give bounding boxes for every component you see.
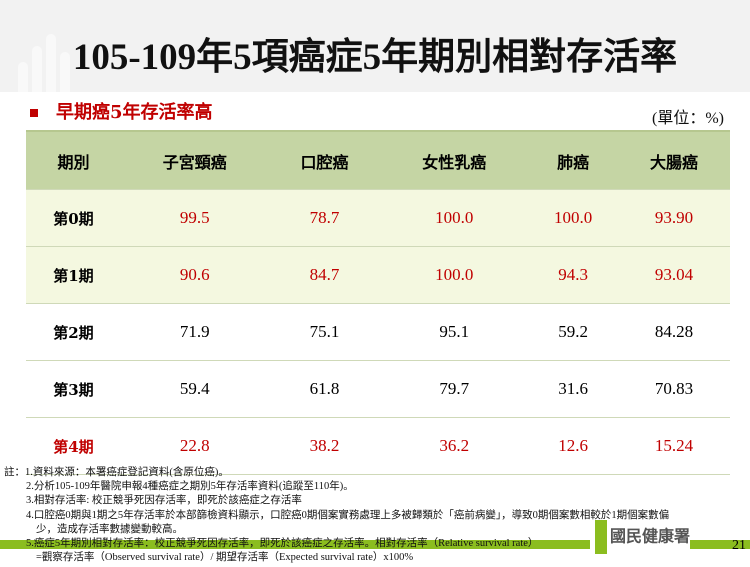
footnote: 3.相對存活率: 校正競爭死因存活率，即死於該癌症之存活率 — [26, 495, 302, 507]
stage-label: 第2期 — [26, 303, 121, 361]
hpa-logo: 國民健康署 — [595, 520, 690, 554]
stage-label: 第4期 — [26, 417, 121, 475]
table-cell: 61.8 — [268, 360, 381, 418]
table-row: 第4期 22.8 38.2 36.2 12.6 15.24 — [26, 417, 730, 475]
table-row: 第0期 99.5 78.7 100.0 100.0 93.90 — [26, 189, 730, 247]
page-title: 105-109年5項癌症5年期別相對存活率 — [72, 37, 678, 78]
footnote: 2.分析105-109年醫院申報4種癌症之期別5年存活率資料(追蹤至110年)。 — [26, 481, 354, 493]
footnotes: 註：1.資料來源：本署癌症登記資料(含原位癌)。 2.分析105-109年醫院申報… — [4, 466, 669, 565]
table-header-row: 期別 子宮頸癌 口腔癌 女性乳癌 肺癌 大腸癌 — [26, 130, 730, 190]
table-cell: 78.7 — [268, 189, 381, 247]
column-header: 大腸癌 — [618, 130, 730, 190]
subtitle: 早期癌5年存活率高 — [30, 98, 213, 124]
table-cell: 59.2 — [528, 303, 619, 361]
table-row: 第1期 90.6 84.7 100.0 94.3 93.04 — [26, 246, 730, 304]
table-row: 第3期 59.4 61.8 79.7 31.6 70.83 — [26, 360, 730, 418]
table-cell: 22.8 — [120, 417, 269, 475]
subtitle-text: 早期癌5年存活率高 — [56, 102, 213, 123]
table-cell: 36.2 — [380, 417, 529, 475]
column-header: 肺癌 — [528, 130, 619, 190]
table-cell: 100.0 — [380, 189, 529, 247]
table-cell: 93.90 — [618, 189, 730, 247]
table-cell: 94.3 — [528, 246, 619, 304]
stage-label: 第3期 — [26, 360, 121, 418]
footnote: 4.口腔癌0期與1期之5年存活率於本部篩檢資料顯示，口腔癌0期個案實務處理上多被… — [26, 509, 670, 521]
table-row: 第2期 71.9 75.1 95.1 59.2 84.28 — [26, 303, 730, 361]
survival-table: 期別 子宮頸癌 口腔癌 女性乳癌 肺癌 大腸癌 第0期 99.5 78.7 100.0 100.0… — [26, 130, 730, 475]
table-cell: 38.2 — [268, 417, 381, 475]
column-header: 子宮頸癌 — [120, 130, 269, 190]
stage-label: 第1期 — [26, 246, 121, 304]
footer-bar-right — [690, 540, 750, 549]
column-header: 口腔癌 — [268, 130, 381, 190]
table-cell: 59.4 — [120, 360, 269, 418]
table-cell: 95.1 — [380, 303, 529, 361]
table-cell: 93.04 — [618, 246, 730, 304]
title-band — [0, 0, 750, 92]
footnote: =觀察存活率（Observed survival rate）/ 期望存活率（Ex… — [36, 552, 414, 564]
table-cell: 99.5 — [120, 189, 269, 247]
table-cell: 84.28 — [618, 303, 730, 361]
table-cell: 75.1 — [268, 303, 381, 361]
footnote: 5.癌症5年期別相對存活率：校正競爭死因存活率，即死於該癌症之存活率。相對存活率… — [26, 538, 539, 550]
unit-label: (單位：%) — [652, 110, 724, 127]
logo-watermark — [18, 28, 78, 92]
table-cell: 90.6 — [120, 246, 269, 304]
square-bullet-icon — [30, 109, 38, 117]
table-cell: 100.0 — [528, 189, 619, 247]
footnote: 註：1.資料來源：本署癌症登記資料(含原位癌)。 — [4, 467, 229, 478]
logo-mark-icon — [595, 520, 607, 554]
table-cell: 70.83 — [618, 360, 730, 418]
stage-label: 第0期 — [26, 189, 121, 247]
table-cell: 12.6 — [528, 417, 619, 475]
table-cell: 71.9 — [120, 303, 269, 361]
table-cell: 31.6 — [528, 360, 619, 418]
table-cell: 15.24 — [618, 417, 730, 475]
column-header: 期別 — [26, 130, 121, 190]
column-header: 女性乳癌 — [380, 130, 529, 190]
footnote: 少，造成存活率數據變動較高。 — [36, 523, 183, 535]
page-number: 21 — [732, 538, 746, 553]
logo-text: 國民健康署 — [610, 526, 691, 546]
table-cell: 84.7 — [268, 246, 381, 304]
table-cell: 100.0 — [380, 246, 529, 304]
table-cell: 79.7 — [380, 360, 529, 418]
